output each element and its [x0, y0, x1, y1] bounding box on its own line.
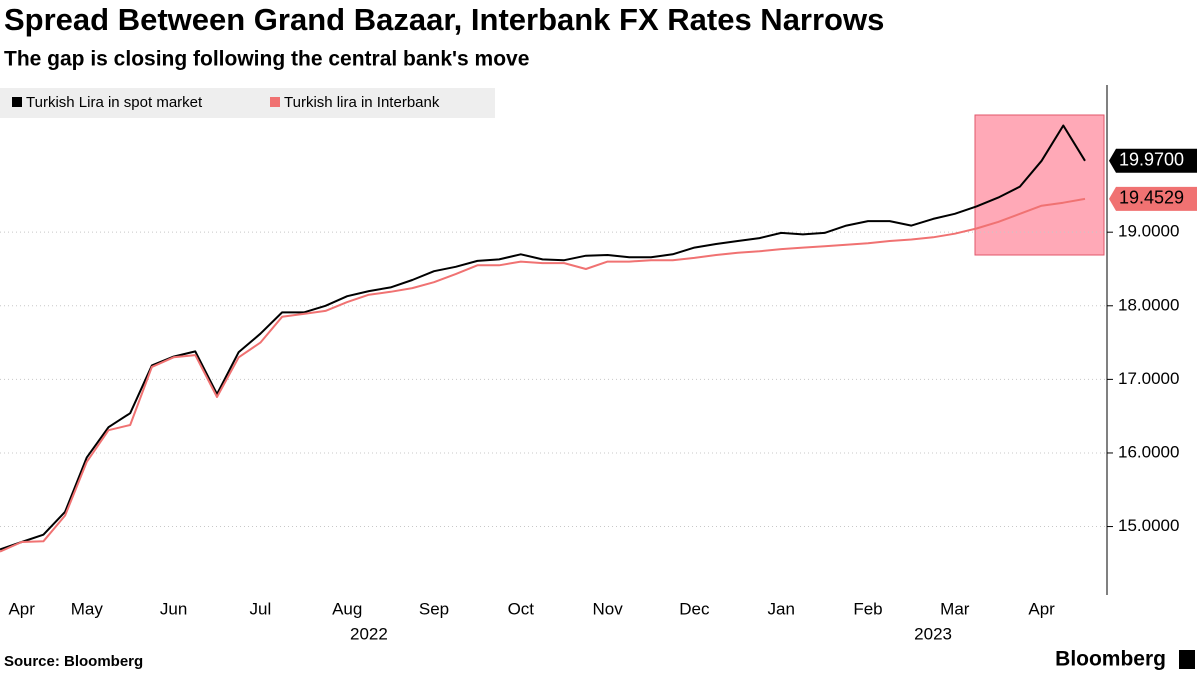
- y-tick-label: 15.0000: [1118, 516, 1179, 535]
- y-tick-label: 16.0000: [1118, 442, 1179, 461]
- y-tick-label: 18.0000: [1118, 295, 1179, 314]
- x-tick-label: Dec: [679, 599, 710, 618]
- legend-swatch: [12, 97, 22, 107]
- legend-swatch: [270, 97, 280, 107]
- legend-label: Turkish lira in Interbank: [284, 94, 440, 111]
- x-tick-label: Jun: [160, 599, 187, 618]
- x-tick-label: Nov: [592, 599, 623, 618]
- x-tick-label: Mar: [940, 599, 970, 618]
- y-tick-label: 19.0000: [1118, 222, 1179, 241]
- value-label: 19.4529: [1119, 188, 1184, 208]
- year-label: 2023: [914, 624, 952, 643]
- x-tick-label: Aug: [332, 599, 362, 618]
- x-tick-label: Feb: [853, 599, 882, 618]
- highlight-box: [974, 114, 1105, 256]
- legend-box: [0, 88, 495, 118]
- brand: Bloomberg: [1055, 648, 1166, 671]
- year-label: 2022: [350, 624, 388, 643]
- brand-icon: [1179, 650, 1195, 669]
- x-tick-label: Jul: [250, 599, 272, 618]
- value-label-box: [1109, 148, 1197, 173]
- value-label: 19.9700: [1119, 150, 1184, 170]
- x-tick-label: Apr: [8, 599, 35, 618]
- line: [0, 197, 1086, 553]
- x-tick-label: Apr: [1028, 599, 1055, 618]
- x-tick-label: Sep: [419, 599, 449, 618]
- line: [0, 124, 1086, 551]
- value-label-box: [1109, 186, 1197, 211]
- chart-title: Spread Between Grand Bazaar, Interbank F…: [4, 2, 884, 37]
- y-tick-label: 17.0000: [1118, 369, 1179, 388]
- x-tick-label: Jan: [767, 599, 794, 618]
- legend-label: Turkish Lira in spot market: [26, 94, 203, 111]
- x-tick-label: Oct: [508, 599, 535, 618]
- chart-subtitle: The gap is closing following the central…: [4, 48, 529, 71]
- source: Source: Bloomberg: [4, 653, 143, 670]
- x-tick-label: May: [71, 599, 104, 618]
